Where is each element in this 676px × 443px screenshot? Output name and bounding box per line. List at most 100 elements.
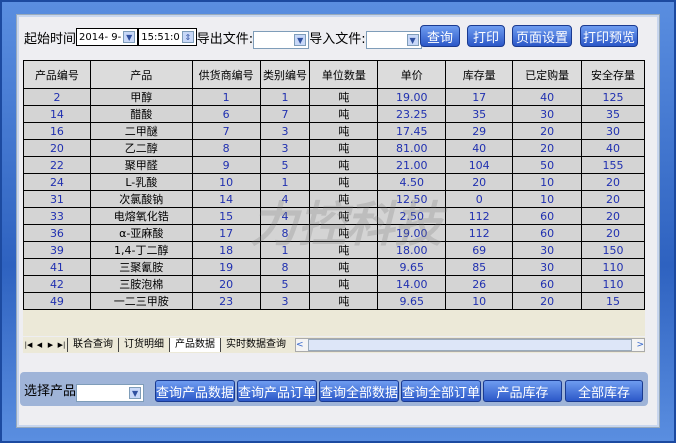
table-row[interactable]: 41 三聚氰胺 19 8 吨 9.65 85 30 110	[23, 258, 645, 276]
first-icon[interactable]: |◀	[24, 341, 33, 349]
table-cell[interactable]: 17	[191, 224, 261, 242]
table-cell[interactable]: 吨	[309, 88, 379, 106]
table-row[interactable]: 33 电熔氧化锆 15 4 吨 2.50 112 60 20	[23, 207, 645, 225]
table-cell[interactable]: 17.45	[377, 122, 447, 140]
table-cell[interactable]: α-亚麻酸	[89, 224, 193, 242]
table-cell[interactable]: 醋酸	[89, 105, 193, 123]
table-cell[interactable]: 35	[581, 105, 645, 123]
query-product-data-button[interactable]: 查询产品数据	[155, 380, 235, 402]
column-header[interactable]: 供货商编号	[191, 60, 261, 89]
table-cell[interactable]: 40	[581, 139, 645, 157]
table-cell[interactable]: 8	[259, 224, 311, 242]
tab-realtime-query[interactable]: 实时数据查询	[220, 338, 291, 352]
table-row[interactable]: 16 二甲醚 7 3 吨 17.45 29 20 30	[23, 122, 645, 140]
table-cell[interactable]: 吨	[309, 173, 379, 191]
table-cell[interactable]: 2.50	[377, 207, 447, 225]
table-cell[interactable]: 8	[191, 139, 261, 157]
product-select[interactable]: ▼	[76, 384, 145, 402]
table-cell[interactable]: 20	[512, 122, 583, 140]
table-cell[interactable]: 4	[259, 190, 311, 208]
table-cell[interactable]: 12.50	[377, 190, 447, 208]
table-cell[interactable]: 20	[23, 139, 91, 157]
table-cell[interactable]: 甲醇	[89, 88, 193, 106]
import-file-select[interactable]: ▼	[365, 31, 422, 49]
column-header[interactable]: 产品编号	[23, 60, 91, 89]
table-row[interactable]: 24 L-乳酸 10 1 吨 4.50 20 10 20	[23, 173, 645, 191]
table-cell[interactable]: 7	[191, 122, 261, 140]
chevron-down-icon[interactable]: ▼	[123, 31, 136, 43]
table-cell[interactable]: 110	[581, 258, 645, 276]
table-cell[interactable]: 吨	[309, 139, 379, 157]
table-cell[interactable]: 14	[23, 105, 91, 123]
table-cell[interactable]: 112	[445, 207, 514, 225]
table-cell[interactable]: 2	[23, 88, 91, 106]
table-cell[interactable]: 3	[259, 122, 311, 140]
table-cell[interactable]: 39	[23, 241, 91, 259]
scroll-thumb[interactable]	[307, 339, 633, 351]
table-cell[interactable]: 吨	[309, 241, 379, 259]
table-cell[interactable]: 三聚氰胺	[89, 258, 193, 276]
table-cell[interactable]: 19.00	[377, 88, 447, 106]
table-cell[interactable]: 40	[445, 139, 514, 157]
table-cell[interactable]: 30	[512, 258, 583, 276]
table-cell[interactable]: L-乳酸	[89, 173, 193, 191]
table-cell[interactable]: 三胺泡棉	[89, 275, 193, 293]
table-cell[interactable]: 吨	[309, 275, 379, 293]
query-all-orders-button[interactable]: 查询全部订单	[401, 380, 481, 402]
table-cell[interactable]: 69	[445, 241, 514, 259]
print-button[interactable]: 打印	[467, 25, 505, 47]
table-cell[interactable]: 20	[512, 292, 583, 310]
table-cell[interactable]: 30	[512, 241, 583, 259]
table-cell[interactable]: 吨	[309, 292, 379, 310]
table-cell[interactable]: 4	[259, 207, 311, 225]
table-cell[interactable]: 31	[23, 190, 91, 208]
column-header[interactable]: 库存量	[445, 60, 514, 89]
table-cell[interactable]: 次氯酸钠	[89, 190, 193, 208]
table-cell[interactable]: 20	[581, 207, 645, 225]
tab-product-data[interactable]: 产品数据	[169, 338, 220, 352]
table-row[interactable]: 31 次氯酸钠 14 4 吨 12.50 0 10 20	[23, 190, 645, 208]
table-cell[interactable]: 20	[512, 139, 583, 157]
table-cell[interactable]: 二甲醚	[89, 122, 193, 140]
query-all-data-button[interactable]: 查询全部数据	[319, 380, 399, 402]
table-cell[interactable]: 19	[191, 258, 261, 276]
last-icon[interactable]: ▶|	[57, 341, 66, 349]
table-cell[interactable]: 40	[512, 88, 583, 106]
table-cell[interactable]: 110	[581, 275, 645, 293]
table-cell[interactable]: 23	[191, 292, 261, 310]
table-row[interactable]: 20 乙二醇 8 3 吨 81.00 40 20 40	[23, 139, 645, 157]
table-cell[interactable]: 49	[23, 292, 91, 310]
table-cell[interactable]: 85	[445, 258, 514, 276]
spinner-icon[interactable]: ⇕	[181, 31, 194, 43]
table-cell[interactable]: 24	[23, 173, 91, 191]
page-setup-button[interactable]: 页面设置	[512, 25, 572, 47]
table-cell[interactable]: 150	[581, 241, 645, 259]
table-cell[interactable]: 3	[259, 292, 311, 310]
table-cell[interactable]: 15	[191, 207, 261, 225]
scroll-left-icon[interactable]: <	[296, 340, 304, 350]
table-cell[interactable]: 18	[191, 241, 261, 259]
table-cell[interactable]: 26	[445, 275, 514, 293]
table-cell[interactable]: 4.50	[377, 173, 447, 191]
table-cell[interactable]: 81.00	[377, 139, 447, 157]
table-cell[interactable]: 20	[581, 173, 645, 191]
table-cell[interactable]: 104	[445, 156, 514, 174]
table-cell[interactable]: 125	[581, 88, 645, 106]
horizontal-scrollbar[interactable]: < >	[295, 338, 645, 352]
table-cell[interactable]: 35	[445, 105, 514, 123]
table-cell[interactable]: 吨	[309, 207, 379, 225]
table-row[interactable]: 14 醋酸 6 7 吨 23.25 35 30 35	[23, 105, 645, 123]
table-cell[interactable]: 1	[259, 241, 311, 259]
table-cell[interactable]: 22	[23, 156, 91, 174]
table-cell[interactable]: 一二三甲胺	[89, 292, 193, 310]
table-cell[interactable]: 14	[191, 190, 261, 208]
table-cell[interactable]: 19.00	[377, 224, 447, 242]
table-cell[interactable]: 14.00	[377, 275, 447, 293]
tab-joint-query[interactable]: 联合查询	[67, 338, 118, 352]
table-cell[interactable]: 23.25	[377, 105, 447, 123]
table-cell[interactable]: 30	[512, 105, 583, 123]
column-header[interactable]: 已定购量	[512, 60, 583, 89]
table-cell[interactable]: 30	[581, 122, 645, 140]
table-row[interactable]: 22 聚甲醛 9 5 吨 21.00 104 50 155	[23, 156, 645, 174]
query-product-orders-button[interactable]: 查询产品订单	[237, 380, 317, 402]
